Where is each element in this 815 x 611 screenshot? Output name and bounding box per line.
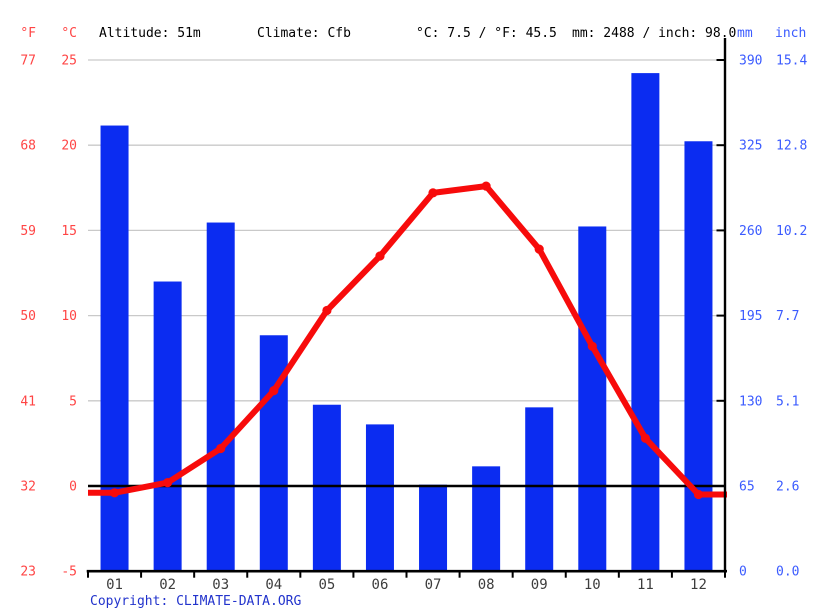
temp-c-tick-label: 5 (69, 394, 77, 409)
total-precipitation-label: mm: 2488 / inch: 98.0 (572, 26, 737, 41)
temperature-point-02 (163, 478, 173, 488)
precip-bar-02 (153, 281, 182, 572)
precip-inch-tick-label: 15.4 (776, 54, 807, 69)
precip-inch-tick-label: 12.8 (776, 139, 807, 154)
precip-inch-tick-label: 2.6 (776, 480, 799, 495)
month-label: 04 (265, 577, 282, 593)
temp-f-tick-label: 77 (20, 54, 36, 69)
right-axis-unit-inch: inch (775, 26, 807, 41)
temperature-point-11 (640, 433, 651, 443)
temp-c-tick-label: -5 (61, 565, 77, 580)
precip-bar-09 (525, 407, 554, 572)
temperature-point-08 (481, 181, 491, 191)
right-axis-unit-mm: mm (737, 26, 753, 41)
precip-mm-tick-label: 0 (739, 565, 747, 580)
precip-bar-11 (631, 73, 660, 572)
temp-c-tick-label: 15 (61, 224, 77, 239)
temperature-point-07 (428, 188, 438, 198)
month-label: 10 (584, 577, 601, 593)
precip-mm-tick-label: 325 (739, 139, 762, 154)
precip-bar-07 (419, 484, 448, 572)
temperature-point-09 (534, 244, 544, 254)
temperature-point-01 (109, 488, 120, 498)
temp-f-tick-label: 50 (20, 309, 36, 324)
precip-mm-tick-label: 65 (739, 480, 755, 495)
precip-bar-10 (578, 226, 607, 572)
month-label: 08 (478, 577, 495, 593)
temp-f-tick-label: 23 (20, 565, 36, 580)
temp-c-tick-label: 25 (61, 54, 77, 69)
left-axis-unit-f: °F (20, 26, 36, 41)
precip-inch-tick-label: 10.2 (776, 224, 807, 239)
month-label: 12 (690, 577, 707, 593)
precip-bar-03 (206, 222, 235, 572)
month-label: 09 (531, 577, 548, 593)
temperature-point-03 (216, 443, 226, 454)
temperature-point-04 (269, 386, 279, 396)
precip-inch-tick-label: 5.1 (776, 394, 799, 409)
temp-f-tick-label: 59 (20, 224, 36, 239)
month-label: 06 (372, 577, 389, 593)
precip-inch-tick-label: 7.7 (776, 309, 799, 324)
precip-bar-06 (365, 424, 394, 572)
temperature-point-12 (693, 489, 704, 500)
month-label: 11 (637, 577, 654, 593)
month-label: 01 (106, 577, 123, 593)
temp-c-tick-label: 20 (61, 139, 77, 154)
temperature-point-10 (587, 341, 597, 351)
precip-inch-tick-label: 0.0 (776, 565, 799, 580)
temp-c-tick-label: 10 (61, 309, 77, 324)
temperature-point-06 (375, 251, 385, 261)
precip-bar-01 (100, 125, 129, 572)
month-label: 07 (425, 577, 442, 593)
precip-mm-tick-label: 195 (739, 309, 762, 324)
month-label: 03 (212, 577, 229, 593)
temperature-point-05 (322, 305, 332, 316)
precip-bar-08 (472, 466, 501, 572)
temperature-line (88, 183, 727, 498)
copyright: Copyright: CLIMATE-DATA.ORG (90, 594, 301, 609)
temp-f-tick-label: 32 (20, 480, 36, 495)
precip-bar-12 (684, 141, 713, 572)
precip-mm-tick-label: 390 (739, 54, 762, 69)
temp-f-tick-label: 68 (20, 139, 36, 154)
copyright-link[interactable]: CLIMATE-DATA.ORG (176, 594, 302, 609)
month-label: 05 (318, 577, 335, 593)
altitude-label: Altitude: 51m (99, 26, 201, 41)
left-axis-unit-c: °C (61, 26, 77, 41)
precip-mm-tick-label: 130 (739, 394, 762, 409)
copyright-label: Copyright: (90, 594, 177, 609)
precip-bar-05 (312, 404, 341, 572)
temp-f-tick-label: 41 (20, 394, 36, 409)
temp-c-tick-label: 0 (69, 480, 77, 495)
climate-class-label: Climate: Cfb (257, 26, 351, 41)
month-label: 02 (159, 577, 176, 593)
precip-mm-tick-label: 260 (739, 224, 762, 239)
mean-temperature-label: °C: 7.5 / °F: 45.5 (416, 26, 557, 41)
